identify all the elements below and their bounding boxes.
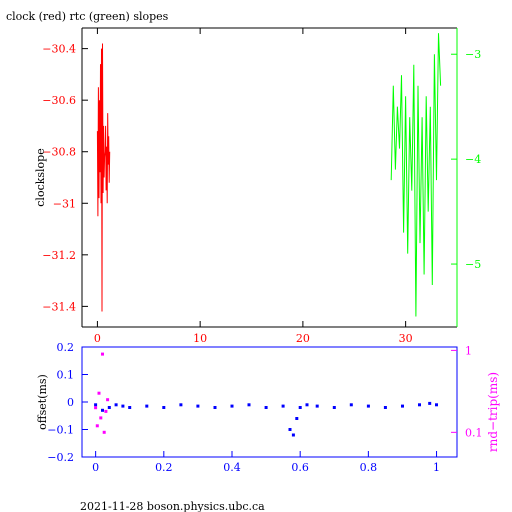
y2-tick-label: 1 (465, 344, 472, 357)
data-point-rnd-trip (97, 391, 101, 395)
y2-tick-label: −3 (465, 48, 481, 61)
y-tick-label: −31.4 (42, 300, 76, 313)
y2-tick-label: 0.1 (465, 426, 483, 439)
y-axis-label: offset(ms) (36, 374, 49, 430)
data-point-offset (295, 417, 299, 420)
data-point-offset (196, 404, 200, 408)
data-point-offset (121, 404, 125, 408)
y2-tick-label: −5 (465, 258, 481, 271)
y-tick-label: −30.4 (42, 43, 76, 56)
data-point-offset (305, 403, 309, 407)
data-point-offset (114, 403, 118, 407)
y-tick-label: −30.8 (42, 146, 76, 159)
data-point-offset (162, 406, 166, 409)
data-point-rnd-trip (94, 406, 98, 410)
x-tick-label: 20 (296, 332, 310, 345)
y-tick-label: 0.2 (57, 341, 75, 354)
x-tick-label: 10 (193, 332, 207, 345)
y-tick-label: 0.1 (57, 369, 75, 382)
data-point-rnd-trip (101, 352, 104, 356)
x-tick-label: 30 (399, 332, 413, 345)
y-tick-label: 0 (67, 396, 74, 409)
data-point-rnd-trip (99, 416, 103, 420)
data-point-offset (264, 406, 268, 409)
data-point-offset (288, 428, 292, 431)
data-point-offset (383, 406, 387, 409)
data-point-offset (401, 404, 404, 408)
data-point-offset (107, 406, 111, 409)
y-tick-label: −31 (53, 197, 76, 210)
y2-tick-label: −4 (465, 153, 481, 166)
data-point-offset (179, 403, 183, 407)
x-tick-label: 0 (94, 332, 101, 345)
data-point-offset (145, 404, 149, 408)
y-tick-label: −0.1 (47, 424, 74, 437)
data-point-offset (435, 403, 438, 407)
data-point-rnd-trip (104, 409, 108, 413)
x-tick-label: 0.6 (291, 461, 309, 474)
data-point-offset (315, 404, 319, 408)
figure-title: clock (red) rtc (green) slopes (6, 10, 169, 23)
y-tick-label: −30.6 (42, 94, 76, 107)
data-point-offset (101, 408, 104, 412)
x-tick-label: 0.2 (155, 461, 173, 474)
data-point-rnd-trip (95, 424, 99, 428)
data-point-rnd-trip (106, 398, 110, 402)
data-point-offset (213, 406, 217, 409)
data-point-offset (349, 403, 353, 407)
clock-rtc-slope-chart: 0 10 20 30 −30.4 −30.6 −30.8 −31 −31.2 −31.4 −3 −4 −… (34, 27, 481, 345)
data-point-rnd-trip (102, 430, 106, 434)
data-point-offset (94, 403, 98, 407)
footer-caption: 2021-11-28 boson.physics.ubc.ca (80, 500, 265, 512)
y2-axis-label: rnd−trip(ms) (486, 372, 500, 452)
data-point-offset (230, 404, 234, 408)
data-point-offset (128, 406, 132, 409)
x-tick-label: 1 (433, 461, 440, 474)
y-tick-label: −0.2 (47, 451, 74, 464)
y-tick-label: −31.2 (42, 249, 76, 262)
data-point-offset (247, 403, 251, 407)
data-point-offset (332, 406, 336, 409)
data-point-offset (291, 433, 295, 437)
plot-frame (81, 346, 458, 458)
x-tick-label: 0 (92, 461, 99, 474)
data-point-offset (366, 404, 370, 408)
y-axis-label: clockslope (34, 148, 47, 206)
x-tick-label: 0.8 (360, 461, 378, 474)
data-point-offset (298, 406, 302, 409)
data-point-offset (428, 401, 432, 405)
data-point-offset (281, 404, 285, 408)
data-point-offset (418, 403, 421, 407)
x-tick-label: 0.4 (223, 461, 241, 474)
series-line-clock (96, 43, 111, 312)
offset-rndtrip-chart: 0 0.2 0.4 0.6 0.8 1 0.2 0.1 0 −0.1 −0.2 1 0.1 offset(… (36, 341, 500, 474)
series-line-rtc (390, 33, 442, 317)
